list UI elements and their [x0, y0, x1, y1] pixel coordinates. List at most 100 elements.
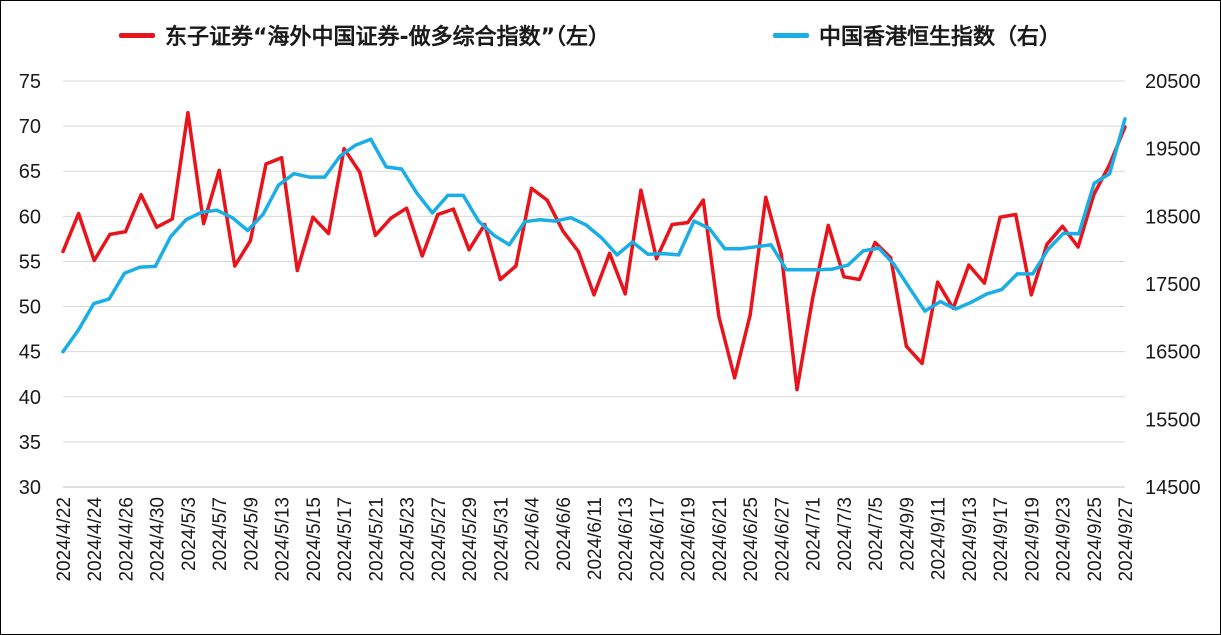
- data-point-series-1: [998, 215, 1002, 219]
- data-point-series-2: [707, 226, 712, 231]
- y-right-tick-label: 14500: [1145, 477, 1201, 499]
- data-point-series-1: [826, 223, 830, 227]
- data-point-series-1: [576, 249, 581, 254]
- y-left-tick-label: 30: [19, 477, 41, 499]
- series-line-1: [61, 110, 1127, 392]
- x-tick-label: 2024/9/11: [929, 497, 950, 580]
- x-tick-label: 2024/7/5: [866, 497, 887, 571]
- data-point-series-1: [61, 249, 65, 254]
- data-point-series-2: [1061, 231, 1065, 235]
- data-point-series-1: [701, 198, 705, 202]
- data-point-series-1: [233, 264, 237, 268]
- data-point-series-2: [92, 302, 96, 306]
- x-tick-label: 2024/6/21: [710, 497, 731, 582]
- x-tick-label: 2024/5/3: [179, 497, 200, 571]
- data-point-series-2: [1123, 117, 1127, 121]
- data-point-series-1: [389, 216, 393, 220]
- data-point-series-2: [1031, 272, 1035, 276]
- data-point-series-1: [295, 268, 299, 273]
- data-point-series-2: [907, 286, 912, 290]
- data-point-series-1: [623, 292, 627, 296]
- data-point-series-2: [553, 219, 558, 223]
- data-point-series-2: [723, 247, 727, 251]
- data-point-series-2: [815, 268, 819, 272]
- data-point-series-2: [969, 300, 973, 304]
- data-point-series-1: [857, 277, 862, 282]
- x-tick-label: 2024/6/11: [585, 497, 606, 580]
- data-point-series-1: [686, 221, 690, 225]
- data-point-series-2: [400, 167, 404, 171]
- x-tick-label: 2024/9/17: [991, 497, 1012, 582]
- data-point-series-1: [592, 293, 596, 297]
- data-point-series-1: [811, 296, 815, 300]
- data-point-series-2: [61, 350, 65, 354]
- data-point-series-1: [873, 240, 877, 245]
- x-tick-label: 2024/5/23: [398, 497, 419, 582]
- data-point-series-1: [342, 147, 346, 151]
- data-point-series-1: [280, 156, 284, 160]
- x-tick-label: 2024/9/27: [1116, 497, 1137, 582]
- data-point-series-2: [261, 212, 265, 216]
- y-left-tick-label: 65: [19, 161, 41, 183]
- data-point-series-2: [800, 268, 804, 272]
- data-point-series-1: [936, 280, 940, 284]
- y-right-tick-label: 18500: [1145, 206, 1201, 228]
- data-point-series-2: [123, 271, 127, 275]
- data-point-series-1: [264, 162, 268, 166]
- x-tick-label: 2024/7/3: [835, 497, 856, 571]
- data-point-series-1: [311, 215, 315, 219]
- data-point-series-2: [492, 233, 496, 237]
- y-left-tick-label: 40: [19, 387, 41, 409]
- data-point-series-1: [451, 207, 455, 211]
- data-point-series-2: [353, 143, 357, 147]
- data-point-series-1: [1076, 245, 1080, 249]
- x-tick-label: 2024/5/15: [304, 497, 325, 582]
- x-tick-label: 2024/9/23: [1054, 497, 1075, 582]
- data-point-series-2: [600, 236, 604, 240]
- data-point-series-1: [904, 344, 909, 348]
- data-point-series-2: [199, 210, 204, 214]
- x-tick-label: 2024/4/24: [85, 497, 106, 582]
- data-point-series-1: [1014, 212, 1018, 217]
- data-point-series-1: [498, 277, 502, 282]
- data-point-series-2: [107, 297, 111, 301]
- y-left-tick-label: 60: [19, 206, 41, 228]
- data-point-series-1: [795, 388, 799, 392]
- data-point-series-1: [1045, 242, 1049, 246]
- x-tick-label: 2024/6/4: [523, 497, 544, 571]
- data-point-series-2: [784, 268, 789, 272]
- y-right-tick-label: 17500: [1145, 274, 1201, 296]
- data-point-series-1: [139, 193, 143, 197]
- data-point-series-1: [77, 212, 81, 216]
- data-point-series-2: [477, 219, 481, 223]
- data-point-series-2: [877, 246, 881, 250]
- x-tick-label: 2024/9/25: [1085, 497, 1106, 582]
- data-point-series-2: [923, 309, 927, 313]
- data-point-series-2: [630, 240, 635, 244]
- data-point-series-2: [292, 172, 296, 176]
- data-point-series-2: [1000, 287, 1004, 291]
- data-point-series-2: [1046, 247, 1050, 252]
- x-tick-label: 2024/5/29: [460, 497, 481, 582]
- data-point-series-1: [108, 232, 112, 236]
- data-point-series-2: [169, 235, 173, 239]
- data-point-series-2: [1108, 172, 1112, 176]
- x-tick-label: 2024/9/9: [897, 497, 918, 571]
- data-point-series-2: [892, 262, 896, 266]
- x-tick-label: 2024/6/25: [741, 497, 762, 582]
- data-point-series-2: [831, 267, 835, 271]
- data-point-series-2: [76, 328, 80, 332]
- data-point-series-2: [230, 216, 234, 220]
- data-point-series-2: [661, 252, 665, 256]
- data-point-series-1: [717, 314, 721, 319]
- legend-label-series1: 东子证券“海外中国证券-做多综合指数”（左）: [165, 25, 611, 50]
- data-point-series-2: [1015, 272, 1019, 276]
- y-left-tick-label: 45: [19, 342, 41, 364]
- y-left-tick-label: 75: [19, 71, 41, 93]
- legend-swatch-series1: [119, 32, 155, 38]
- data-point-series-1: [123, 230, 128, 234]
- x-tick-label: 2024/5/27: [429, 497, 450, 582]
- data-point-series-1: [982, 281, 987, 285]
